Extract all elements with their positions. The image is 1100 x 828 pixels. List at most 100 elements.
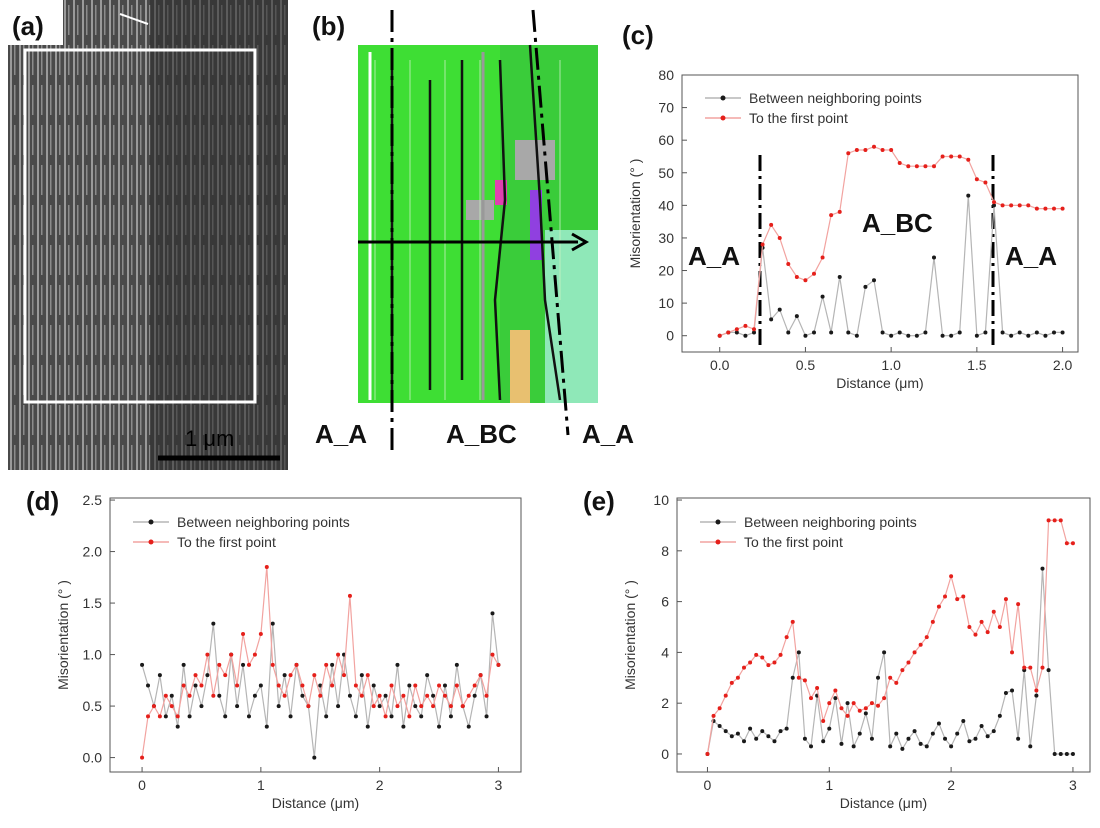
y-tick-label: 8 — [661, 543, 669, 559]
data-point — [1070, 541, 1075, 546]
data-point — [146, 714, 151, 719]
data-point — [923, 330, 928, 335]
data-point — [851, 744, 856, 749]
y-tick-label: 0 — [666, 328, 674, 344]
data-point — [288, 714, 293, 719]
data-point — [820, 294, 825, 299]
data-point — [484, 714, 489, 719]
data-point — [726, 330, 731, 335]
data-point — [940, 154, 945, 159]
data-point — [827, 701, 832, 706]
data-point — [992, 200, 996, 205]
data-point — [914, 333, 919, 338]
data-point — [930, 619, 935, 624]
data-point — [437, 724, 442, 729]
y-tick-label: 60 — [658, 132, 674, 148]
y-axis-label: Misorientation (° ) — [622, 580, 638, 690]
data-point — [395, 662, 400, 667]
data-point — [496, 662, 501, 667]
data-point — [1064, 751, 1069, 756]
data-point — [717, 724, 722, 729]
data-point — [794, 314, 799, 319]
data-point — [863, 711, 868, 716]
data-point — [889, 147, 894, 152]
data-point — [282, 693, 287, 698]
legend-marker — [720, 95, 726, 101]
data-point — [169, 693, 174, 698]
data-point — [1026, 203, 1031, 208]
data-point — [175, 724, 180, 729]
data-point — [193, 673, 198, 678]
data-point — [949, 154, 954, 159]
data-point — [997, 713, 1002, 718]
data-point — [957, 330, 962, 335]
data-point — [991, 729, 996, 734]
data-point — [906, 660, 911, 665]
data-point — [1064, 541, 1069, 546]
data-point — [735, 731, 740, 736]
data-point — [923, 164, 928, 169]
data-point — [419, 714, 424, 719]
x-tick-label: 0.5 — [796, 357, 816, 373]
data-point — [1010, 650, 1015, 655]
data-point — [157, 673, 162, 678]
data-point — [484, 693, 489, 698]
data-point — [169, 704, 174, 709]
data-point — [157, 714, 162, 719]
data-point — [241, 662, 246, 667]
data-point — [377, 693, 382, 698]
y-tick-label: 20 — [658, 263, 674, 279]
data-point — [252, 693, 257, 698]
data-point — [1017, 203, 1022, 208]
data-point — [383, 693, 388, 698]
data-point — [897, 330, 902, 335]
data-point — [407, 683, 412, 688]
data-point — [1034, 693, 1039, 698]
y-tick-label: 10 — [658, 295, 674, 311]
panel-label: (b) — [312, 11, 345, 41]
data-point — [955, 597, 960, 602]
x-tick-label: 2.0 — [1053, 357, 1073, 373]
data-point — [802, 736, 807, 741]
data-point — [912, 729, 917, 734]
data-point — [294, 662, 299, 667]
x-tick-label: 1 — [257, 777, 265, 793]
data-point — [365, 673, 370, 678]
data-point — [437, 683, 442, 688]
y-tick-label: 30 — [658, 230, 674, 246]
data-point — [472, 683, 477, 688]
data-point — [151, 704, 156, 709]
data-point — [769, 317, 774, 322]
data-point — [743, 323, 748, 328]
data-point — [270, 621, 275, 626]
data-point — [735, 675, 740, 680]
data-point — [1016, 602, 1021, 607]
ebsd-map: (b) A_A A_BC A_A — [312, 9, 634, 455]
data-point — [282, 673, 287, 678]
data-point — [711, 713, 716, 718]
data-point — [288, 673, 293, 678]
data-point — [949, 333, 954, 338]
data-point — [794, 275, 799, 280]
data-point — [264, 565, 269, 570]
data-point — [235, 704, 240, 709]
data-point — [336, 652, 341, 657]
data-point — [330, 683, 335, 688]
data-point — [205, 652, 210, 657]
data-point — [270, 662, 275, 667]
data-point — [943, 594, 948, 599]
data-point — [1043, 206, 1048, 211]
data-point — [454, 683, 459, 688]
series-line — [706, 568, 1073, 755]
data-point — [966, 157, 971, 162]
data-point — [754, 736, 759, 741]
data-point — [1058, 518, 1063, 523]
data-point — [957, 154, 962, 159]
data-point — [961, 718, 966, 723]
data-point — [918, 642, 923, 647]
plot-frame — [109, 497, 522, 773]
data-point — [983, 330, 988, 335]
y-axis-label: Misorientation (° ) — [55, 580, 71, 690]
data-point — [181, 662, 186, 667]
data-point — [1052, 518, 1057, 523]
